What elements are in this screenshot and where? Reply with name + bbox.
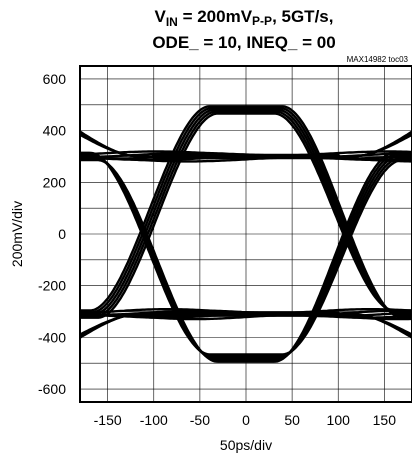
chart-title-line2: ODE_ = 10, INEQ_ = 00 (152, 33, 335, 52)
y-tick-label: -400 (38, 329, 66, 345)
eye-trace-up (80, 105, 412, 319)
y-tick-label: -600 (38, 381, 66, 397)
y-tick-label: 200 (43, 174, 67, 190)
y-tick-labels: 600 400 200 0 -200 -400 -600 (38, 71, 66, 397)
x-tick-label: -100 (140, 412, 168, 428)
figure-tag: MAX14982 toc03 (347, 55, 409, 64)
eye-trace-up (80, 108, 412, 316)
chart-title-line1: VIN = 200mVP-P, 5GT/s, (155, 7, 334, 29)
y-axis-label: 200mV/div (9, 201, 25, 267)
y-tick-label: -200 (38, 278, 66, 294)
y-tick-label: 0 (58, 226, 66, 242)
x-tick-label: -50 (190, 412, 210, 428)
x-tick-labels: -150 -100 -50 0 50 100 150 (94, 412, 397, 428)
y-tick-label: 600 (43, 71, 67, 87)
eye-trace-low (80, 308, 412, 315)
x-tick-label: -150 (94, 412, 122, 428)
eye-trace-low-edge (80, 313, 412, 336)
eye-trace-up (80, 112, 412, 319)
plot-frame (79, 65, 412, 403)
x-axis-label: 50ps/div (220, 437, 272, 453)
x-tick-label: 150 (373, 412, 397, 428)
x-tick-label: 100 (327, 412, 351, 428)
eye-traces (80, 105, 412, 363)
grid (80, 66, 412, 402)
x-tick-label: 0 (242, 412, 250, 428)
eye-trace-up (80, 110, 412, 318)
eye-trace-high-edge (80, 134, 412, 158)
x-tick-label: 50 (284, 412, 300, 428)
eye-trace-up (80, 106, 412, 318)
eye-trace-down (80, 151, 412, 356)
y-tick-label: 400 (43, 123, 67, 139)
